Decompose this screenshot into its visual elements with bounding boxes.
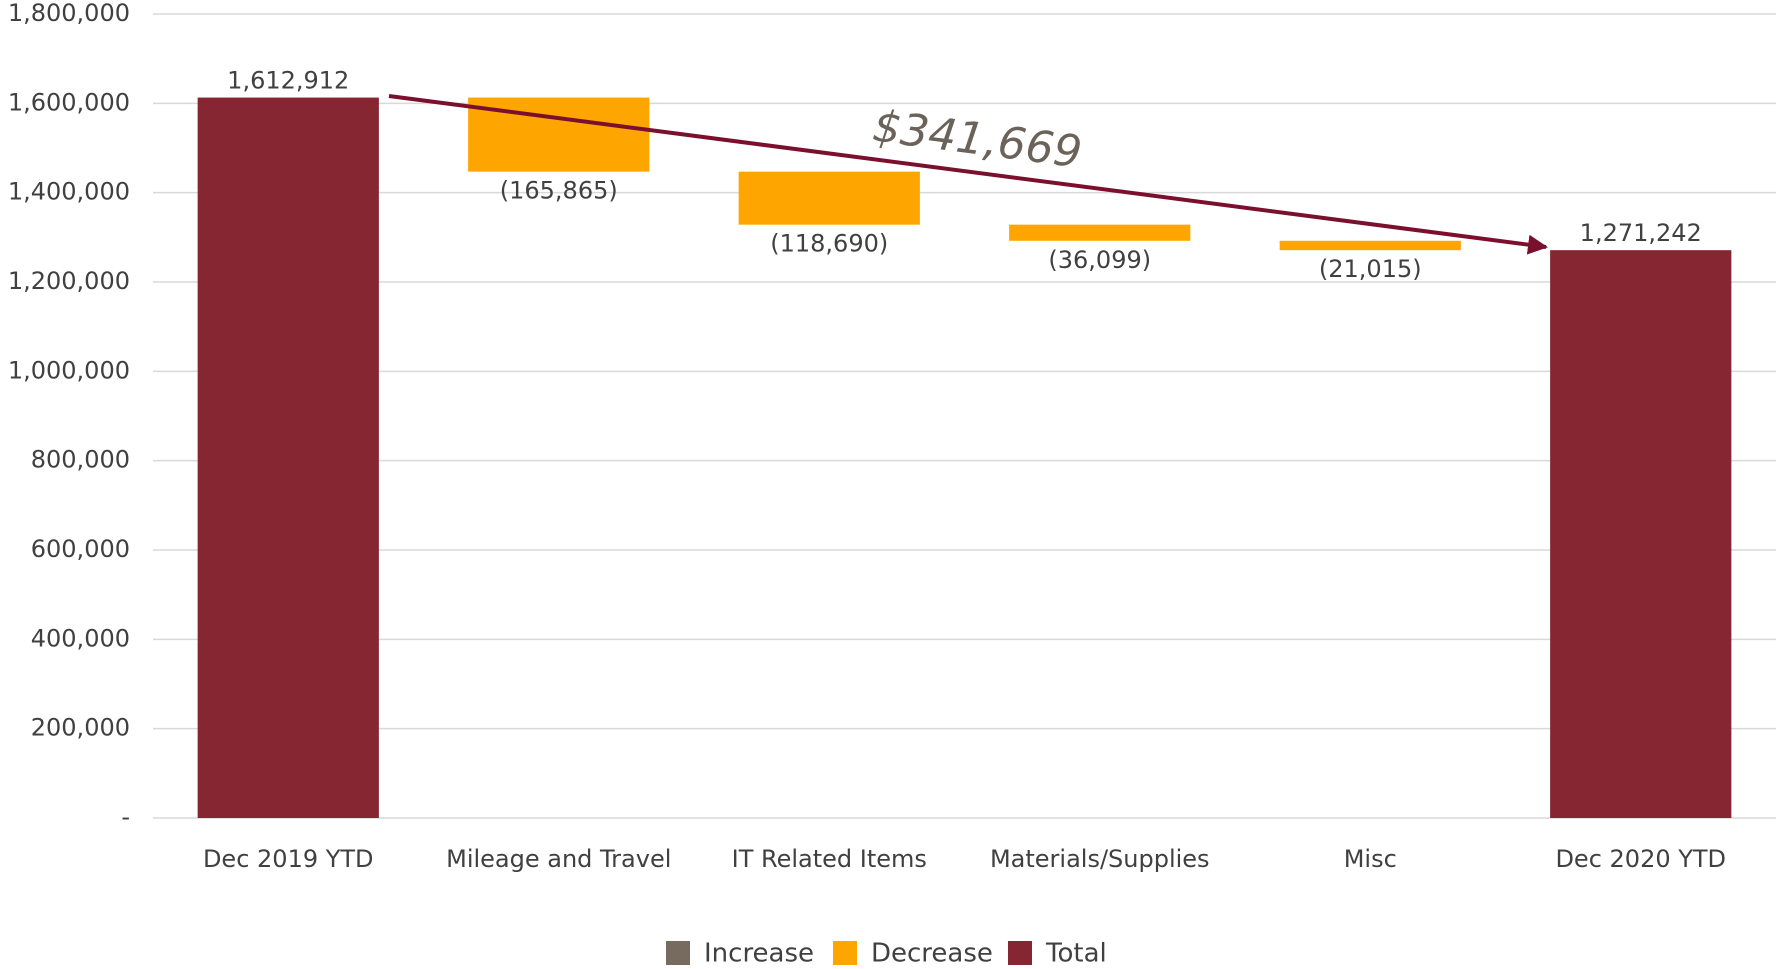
y-tick-label: 1,200,000: [8, 267, 130, 295]
x-tick-label: IT Related Items: [732, 845, 927, 873]
legend-label: Total: [1045, 939, 1107, 969]
data-label: 1,271,242: [1580, 219, 1702, 247]
data-label: 1,612,912: [227, 67, 349, 95]
annotation: $341,669: [870, 101, 1085, 179]
x-tick-label: Dec 2020 YTD: [1555, 845, 1726, 873]
y-tick-label: 200,000: [31, 714, 130, 742]
arrow: [388, 94, 1548, 255]
legend-swatch: [666, 941, 690, 965]
data-label: (36,099): [1048, 246, 1151, 274]
bar: [197, 97, 379, 818]
legend-label: Decrease: [871, 939, 993, 969]
y-tick-label: 1,600,000: [8, 88, 130, 116]
bar: [1550, 250, 1732, 818]
bar: [1279, 240, 1461, 251]
y-tick-label: 800,000: [31, 446, 130, 474]
y-tick-label: 400,000: [31, 624, 130, 652]
x-tick-label: Misc: [1344, 845, 1397, 873]
x-tick-label: Dec 2019 YTD: [203, 845, 374, 873]
y-tick-label: -: [121, 803, 130, 831]
bar: [738, 171, 920, 225]
y-tick-label: 1,400,000: [8, 178, 130, 206]
x-tick-label: Materials/Supplies: [990, 845, 1210, 873]
legend-swatch: [1008, 941, 1032, 965]
y-tick-label: 1,000,000: [8, 356, 130, 384]
y-tick-label: 1,800,000: [8, 0, 130, 27]
bar: [1009, 224, 1191, 241]
data-label: (21,015): [1319, 255, 1422, 283]
data-label: (118,690): [770, 230, 888, 258]
data-label: (165,865): [500, 177, 618, 205]
legend-label: Increase: [704, 939, 814, 969]
x-tick-label: Mileage and Travel: [446, 845, 671, 873]
legend-swatch: [833, 941, 857, 965]
y-tick-label: 600,000: [31, 535, 130, 563]
